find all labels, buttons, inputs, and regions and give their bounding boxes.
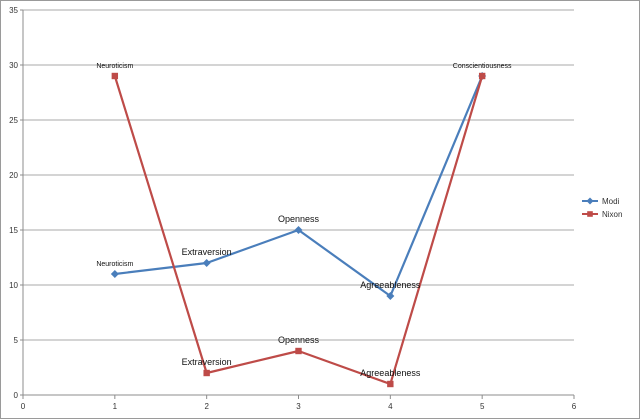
- data-label: Neuroticism: [96, 63, 133, 70]
- data-label: Agreeableness: [360, 368, 421, 378]
- data-label: Agreeableness: [360, 280, 421, 290]
- legend-label-nixon: Nixon: [602, 210, 622, 219]
- data-point-nixon: [387, 380, 394, 388]
- legend-marker-nixon: [587, 211, 593, 217]
- data-label: Neuroticism: [96, 261, 133, 268]
- y-tick-label: 15: [9, 226, 18, 235]
- y-tick-label: 30: [9, 61, 18, 70]
- data-point-modi: [110, 270, 119, 278]
- data-point-modi: [202, 259, 211, 267]
- series-group: [110, 72, 487, 388]
- data-label: Conscientiousness: [453, 63, 512, 70]
- y-tick-label: 5: [14, 336, 19, 345]
- x-tick-label: 5: [480, 402, 485, 411]
- x-tick-label: 4: [388, 402, 393, 411]
- y-tick-label: 0: [14, 391, 19, 400]
- y-tick-label: 10: [9, 281, 18, 290]
- data-point-modi: [386, 292, 395, 300]
- data-point-modi: [294, 226, 303, 234]
- data-point-nixon: [203, 369, 210, 377]
- x-tick-label: 6: [572, 402, 577, 411]
- x-tick-label: 1: [113, 402, 118, 411]
- y-tick-label: 35: [9, 6, 18, 15]
- y-axis-ticks: 0 5 10 15 20 25 30 35: [9, 6, 23, 400]
- data-labels: Neuroticism Extraversion Openness Agreeable…: [96, 63, 512, 378]
- data-label: Openness: [278, 335, 320, 345]
- grid-lines: [23, 9, 574, 341]
- legend: Modi Nixon: [582, 197, 622, 219]
- x-tick-label: 2: [204, 402, 209, 411]
- x-tick-label: 3: [296, 402, 301, 411]
- data-point-nixon: [111, 72, 119, 80]
- data-label: Openness: [278, 214, 320, 224]
- x-tick-label: 0: [21, 402, 26, 411]
- data-label: Extraversion: [182, 357, 232, 367]
- x-axis-ticks: 0 1 2 3 4 5 6: [21, 395, 577, 411]
- data-point-nixon: [295, 347, 302, 355]
- legend-label-modi: Modi: [602, 197, 620, 206]
- y-tick-label: 20: [9, 171, 18, 180]
- data-label: Extraversion: [182, 247, 232, 257]
- data-point-nixon: [478, 72, 486, 80]
- y-tick-label: 25: [9, 116, 18, 125]
- legend-marker-modi: [586, 197, 594, 205]
